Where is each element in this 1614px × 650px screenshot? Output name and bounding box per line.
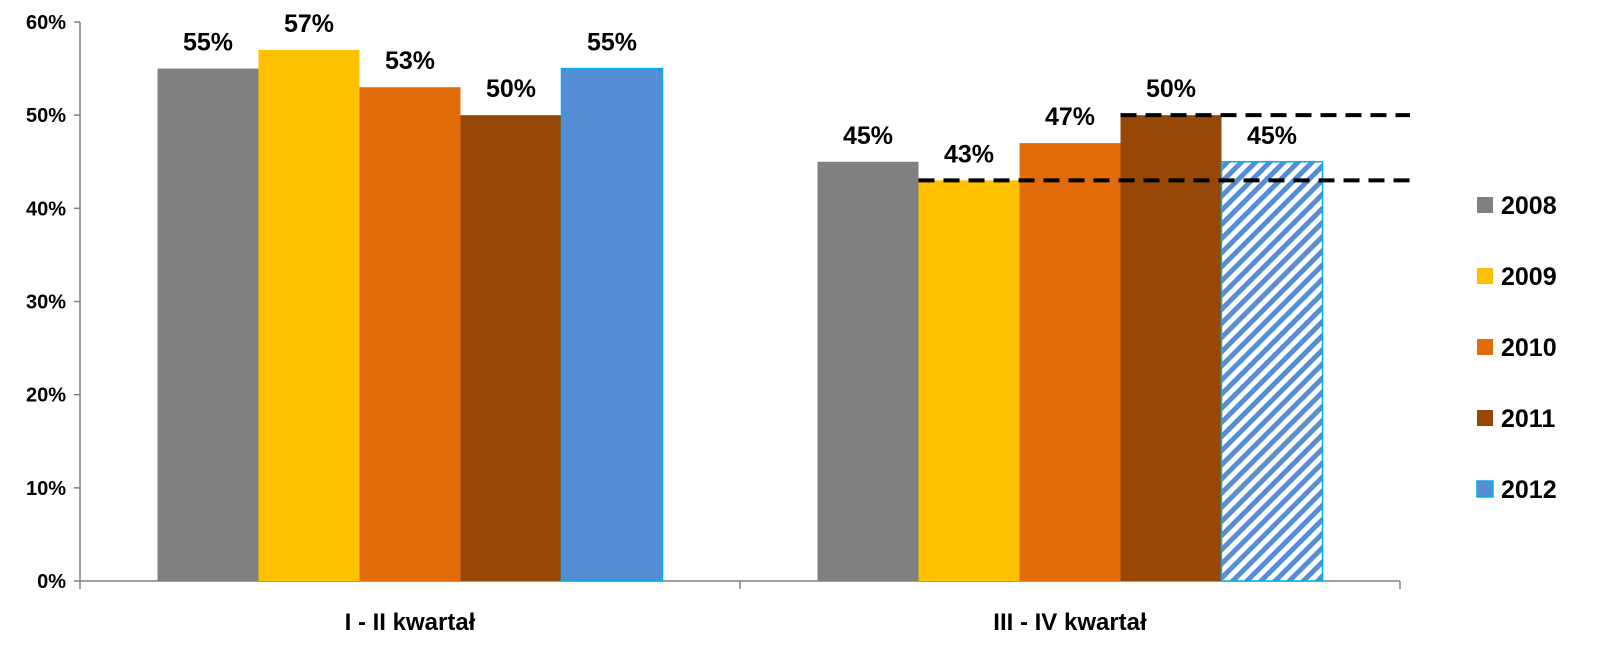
category-label: I - II kwartał [345, 609, 476, 636]
bars [157, 49, 1324, 582]
legend-label-2010: 2010 [1501, 334, 1557, 362]
bar-2012-h2 [1220, 161, 1324, 582]
bar-2011-h2 [1120, 115, 1222, 582]
legend-swatch-2009 [1477, 268, 1493, 284]
legend-label-2011: 2011 [1501, 405, 1555, 433]
legend-swatch-2008 [1477, 197, 1493, 213]
y-tick-label: 40% [26, 198, 66, 220]
y-tick-label: 0% [37, 571, 66, 593]
data-label: 50% [486, 75, 536, 103]
data-labels: 55% 57% 53% 50% 55% 45% 43% 47% 50% 45% [183, 10, 1297, 168]
bar-2010-h2 [1019, 143, 1121, 581]
bar-2008-h1 [157, 68, 259, 582]
y-tick-label: 50% [26, 105, 66, 127]
reference-lines [918, 113, 1410, 183]
legend-label-2008: 2008 [1501, 192, 1557, 220]
y-tick-label: 60% [26, 12, 66, 34]
legend-swatch-2012 [1476, 480, 1494, 498]
data-label: 53% [385, 47, 435, 75]
bar-2010-h1 [359, 87, 461, 581]
data-label: 50% [1146, 75, 1196, 103]
legend-label-2009: 2009 [1501, 263, 1557, 291]
data-label: 55% [587, 29, 637, 57]
y-tick-label: 10% [26, 478, 66, 500]
bar-2009-h1 [258, 49, 360, 581]
data-label: 47% [1045, 103, 1095, 131]
bar-2008-h2 [817, 161, 919, 581]
y-tick-label: 20% [26, 385, 66, 407]
bar-2009-h2 [918, 180, 1020, 581]
legend-swatch-2010 [1477, 339, 1493, 355]
legend-swatch-2011 [1477, 410, 1493, 426]
data-label: 45% [843, 122, 893, 150]
legend: 2008 2009 2010 2011 2012 [1476, 192, 1557, 504]
category-label: III - IV kwartał [993, 609, 1147, 636]
data-label: 55% [183, 29, 233, 57]
data-label: 57% [284, 10, 334, 38]
data-label: 45% [1247, 122, 1297, 150]
bar-2011-h1 [460, 115, 562, 582]
bar-2012-h1 [560, 67, 664, 582]
y-tick-label: 30% [26, 292, 66, 314]
data-label: 43% [944, 140, 994, 168]
legend-label-2012: 2012 [1501, 476, 1557, 504]
